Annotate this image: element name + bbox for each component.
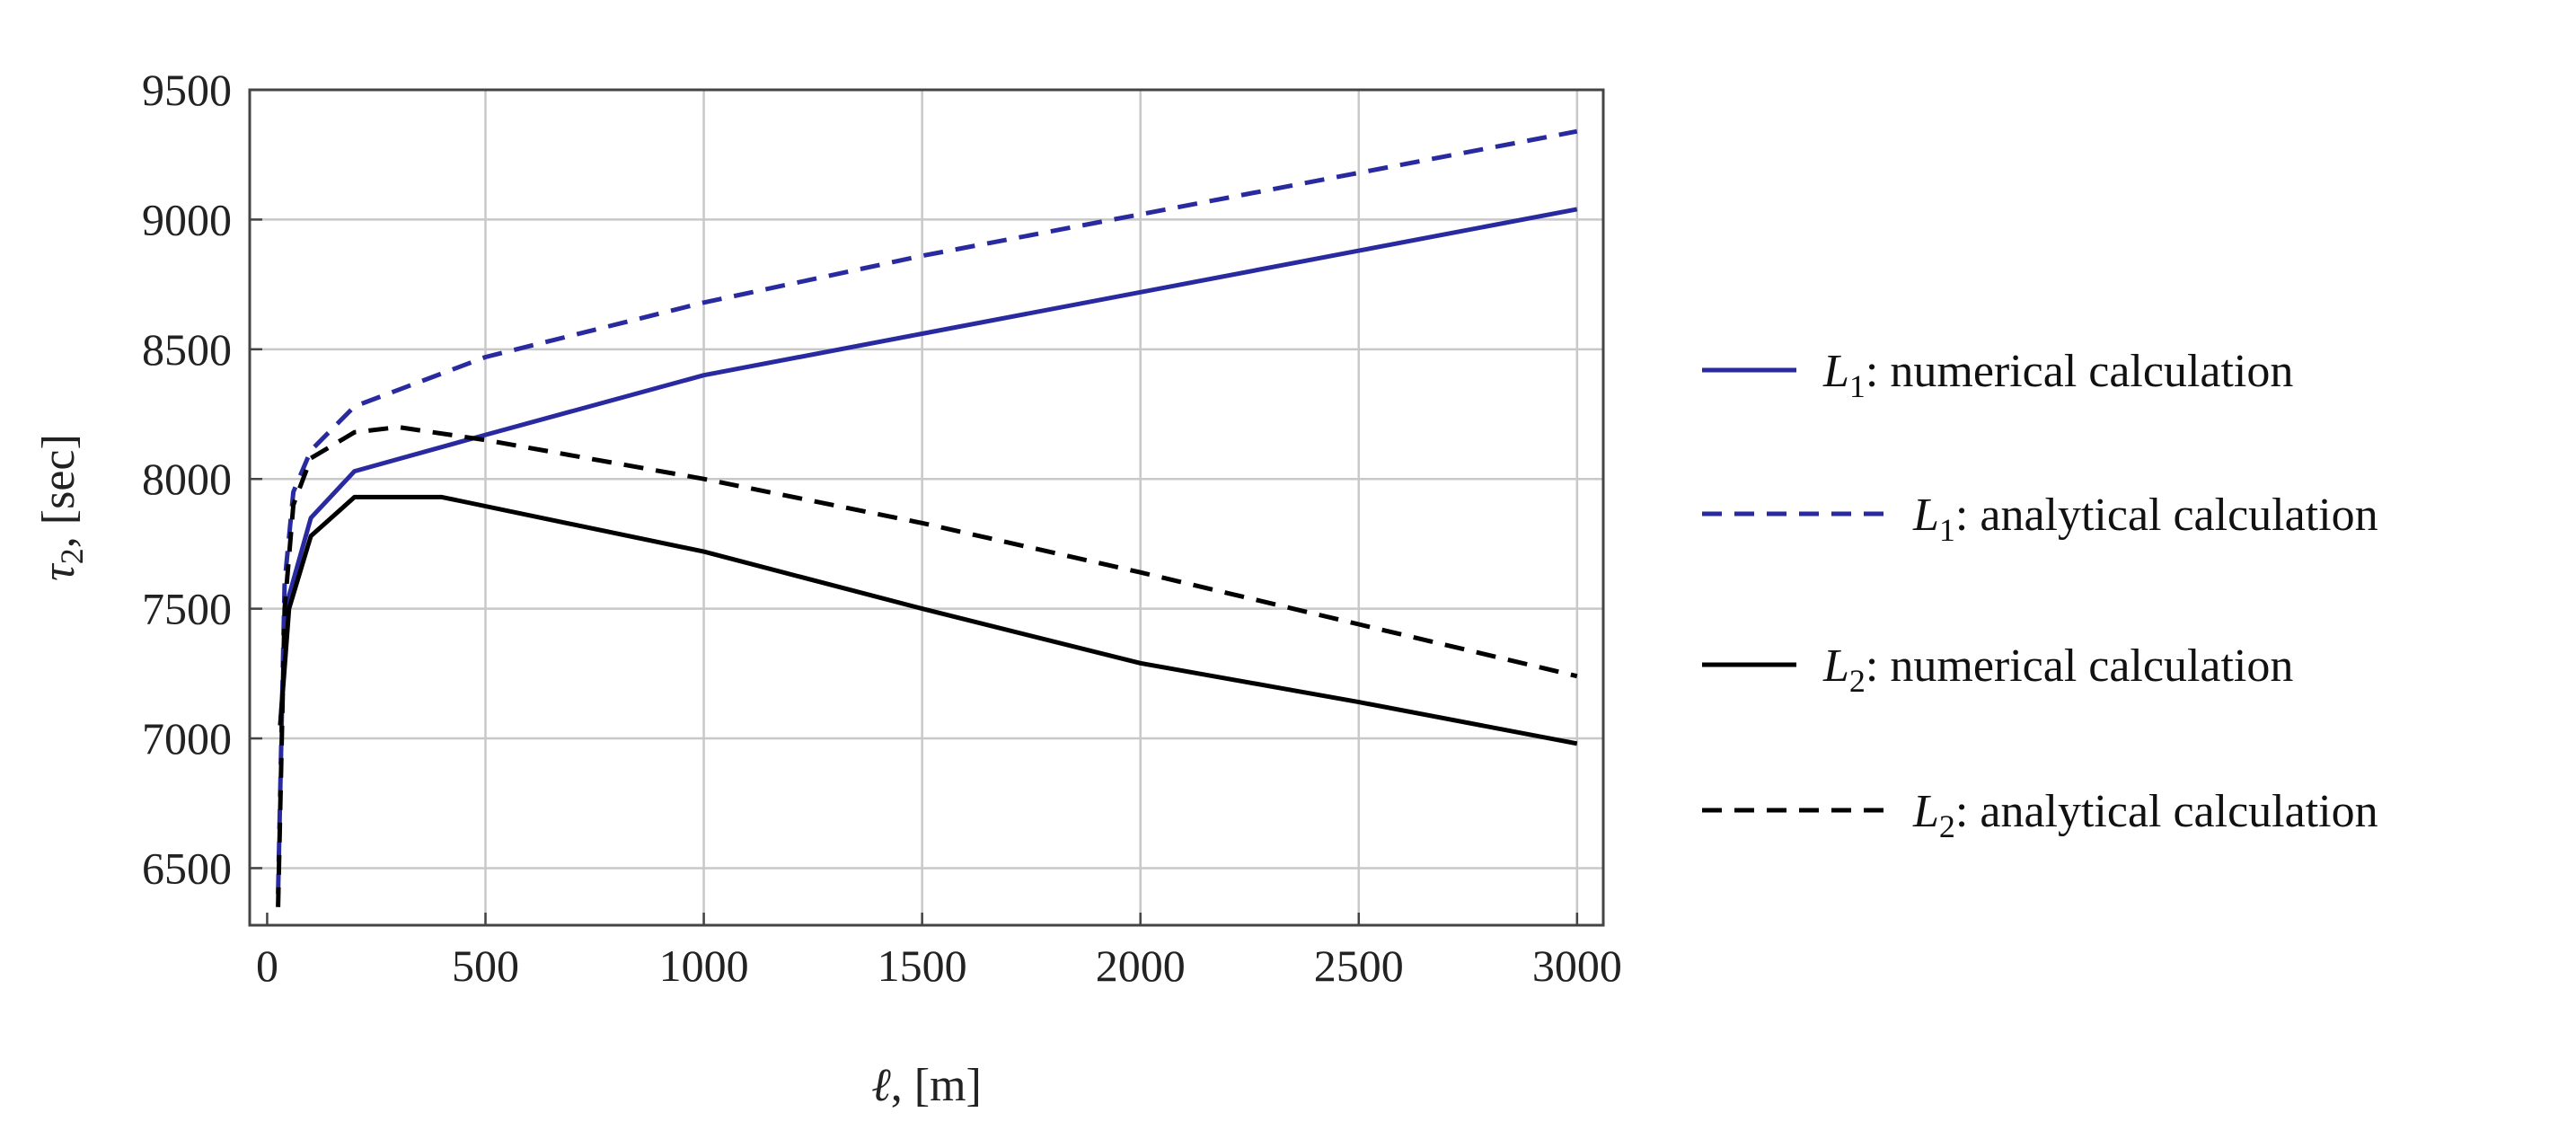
- x-tick-labels: 0 500 1000 1500 2000 2500 3000: [256, 940, 1622, 991]
- series-line-2: [276, 128, 1578, 895]
- legend-sub: 1: [1849, 368, 1866, 404]
- y-axis-label-sub: 2: [54, 548, 90, 564]
- y-axis-label-var: τ: [33, 562, 84, 581]
- series-line-1: [278, 207, 1578, 726]
- y-axis-label-unit: , [sec]: [33, 434, 84, 548]
- legend-label: : numerical calculation: [1866, 346, 2293, 397]
- legend-entry-1: L1: numerical calculation: [1822, 346, 2293, 404]
- series-line-3: [278, 494, 1578, 746]
- x-tick-label: 2000: [1096, 940, 1186, 991]
- legend-label: : analytical calculation: [1955, 786, 2378, 837]
- legend-sub: 2: [1849, 663, 1866, 699]
- x-tick-label: 1000: [659, 940, 749, 991]
- x-tick-label: 500: [452, 940, 519, 991]
- plot-frame: [248, 88, 1605, 927]
- series-lines: [276, 128, 1578, 907]
- legend-var: L: [1822, 346, 1849, 397]
- y-tick-label: 7000: [142, 713, 232, 764]
- y-tick-label: 8500: [142, 324, 232, 375]
- legend-var: L: [1912, 490, 1939, 541]
- legend-label: : analytical calculation: [1955, 490, 2378, 541]
- legend-var: L: [1912, 786, 1939, 837]
- x-axis-label-var: ℓ: [871, 1060, 891, 1111]
- legend-entry-4: L2: analytical calculation: [1912, 786, 2378, 844]
- y-tick-label: 7500: [142, 584, 232, 634]
- x-tick-label: 1500: [878, 940, 967, 991]
- series-line-4: [276, 425, 1578, 907]
- y-tick-label: 9000: [142, 194, 232, 244]
- y-tick-label: 9500: [142, 65, 232, 115]
- y-tick-label: 6500: [142, 843, 232, 893]
- legend-entry-2: L1: analytical calculation: [1912, 490, 2378, 548]
- x-axis-label-unit: , [m]: [891, 1060, 982, 1111]
- legend-entry-3: L2: numerical calculation: [1822, 640, 2293, 699]
- grid: [250, 90, 1603, 925]
- legend-var: L: [1822, 640, 1849, 692]
- y-tick-labels: 6500 7000 7500 8000 8500 9000 9500: [142, 65, 232, 893]
- legend-label: : numerical calculation: [1866, 640, 2293, 692]
- legend-sub: 1: [1939, 512, 1955, 548]
- y-tick-label: 8000: [142, 454, 232, 504]
- legend-sub: 2: [1939, 808, 1955, 844]
- axis-ticks: [250, 88, 1579, 925]
- x-tick-label: 3000: [1532, 940, 1622, 991]
- y-axis-label: τ2, [sec]: [33, 434, 90, 581]
- x-axis-label: ℓ, [m]: [871, 1060, 982, 1111]
- x-tick-label: 2500: [1314, 940, 1404, 991]
- x-tick-label: 0: [256, 940, 278, 991]
